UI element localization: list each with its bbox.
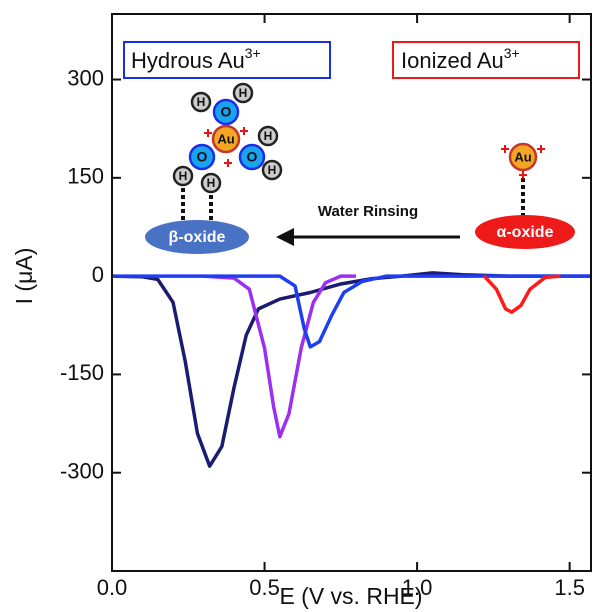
atom-label: H [197,95,206,109]
y-axis-label: I (μA) [11,248,37,305]
atom [211,124,241,154]
x-tick-label: 1.0 [402,575,433,600]
atom [257,125,279,147]
atom-label: O [247,149,258,165]
ionized-box [392,41,580,79]
x-tick-label: 1.5 [554,575,585,600]
arrow-label: Water Rinsing [318,203,418,220]
atom [261,159,283,181]
curve [111,271,591,468]
atom [190,91,212,113]
hydrous-sup: 3+ [245,45,261,61]
y-tick-label: -300 [60,459,104,484]
atom [238,143,266,171]
y-tick-label: 150 [67,164,104,189]
ionized-text: Ionized Au [401,48,504,73]
atom-label: Au [514,149,531,164]
ionized-sup: 3+ [504,45,520,61]
atom-label: H [264,129,273,143]
plot-area: 300 150 0 -150 -300 0.0 0.5 1.0 1.5 [60,13,592,600]
atom-label: H [207,176,216,190]
atom [172,165,194,187]
atom [188,143,216,171]
x-tick-label: 0.5 [249,575,280,600]
arrow-head [276,228,294,246]
hydrous-label: Hydrous Au3+ [131,45,261,73]
y-tick-label: 300 [67,65,104,90]
y-tick-label: -150 [60,360,104,385]
ionized-label: Ionized Au3+ [401,45,520,73]
atom-label: O [221,104,232,120]
beta-oxide-shape [145,220,249,254]
plot-frame [111,13,592,572]
alpha-oxide-shape [475,215,575,249]
curve [482,274,561,314]
x-tick-label: 0.0 [97,575,128,600]
y-tick-label: 0 [92,262,104,287]
annotations: Hydrous Au3+ Ionized Au3+ β-oxide α-oxid… [123,41,580,254]
hydrous-text: Hydrous Au [131,48,245,73]
x-axis-label: E (V vs. RHE) [279,583,422,609]
atom-label: Au [217,131,234,146]
atom [212,98,240,126]
curve [112,274,591,349]
atom [232,82,254,104]
curve [203,274,357,439]
beta-oxide-label: β-oxide [169,229,226,246]
alpha-oxide-label: α-oxide [497,224,554,241]
atom [508,142,538,172]
hydrous-box [123,41,331,79]
atom-label: H [268,163,277,177]
atom-label: H [179,169,188,183]
atom [200,172,222,194]
atom-label: O [197,149,208,165]
atom-label: H [239,86,248,100]
